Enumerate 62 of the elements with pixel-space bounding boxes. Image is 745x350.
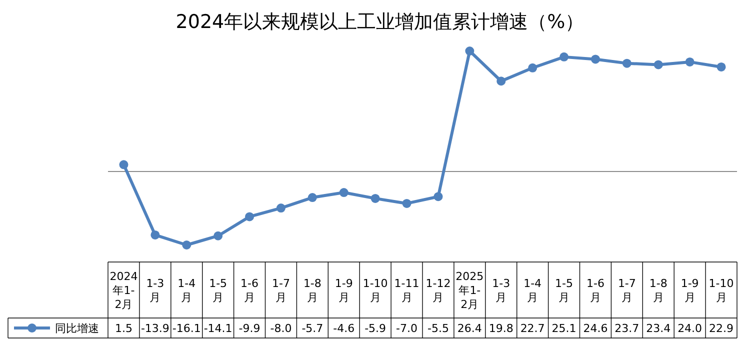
data-label: 23.4 [646,322,671,335]
point [339,188,348,198]
data-label: -4.6 [333,322,355,335]
data-label: 22.7 [520,322,545,335]
data-label: -5.7 [302,322,324,335]
point [370,194,380,203]
data-label: -13.9 [140,322,170,335]
x-tick-label: 1-3月 [146,277,164,304]
data-label: -5.5 [427,322,449,335]
data-label: -14.1 [204,322,232,335]
data-label: 19.8 [488,322,514,335]
point [434,192,443,202]
data-label: -8.0 [270,322,292,335]
point [496,76,506,86]
x-tick-label: 1-10月 [362,277,388,304]
data-label: 24.6 [583,322,608,335]
x-tick-label: 1-8月 [649,277,668,304]
data-label: 1.5 [114,322,132,335]
point [654,60,663,70]
x-tick-label: 1-4月 [178,277,196,304]
chart-title: 2024年以来规模以上工业增加值累计增速（%） [176,11,584,33]
x-tick-label: 2024年1-2月 [110,270,138,311]
data-label: 26.4 [457,322,482,335]
data-label: -7.0 [396,322,418,335]
point [560,52,569,62]
data-label: 24.0 [678,322,702,335]
x-tick-label: 1-6月 [240,277,259,304]
point [119,160,128,170]
x-tick-label: 2025年1-2月 [456,270,484,311]
point [528,63,538,72]
x-tick-label: 1-3月 [492,277,510,304]
x-tick-label: 1-7月 [618,277,636,304]
x-tick-label: 1-7月 [272,277,290,304]
x-tick-label: 1-8月 [303,277,322,304]
point [276,204,286,213]
x-tick-label: 1-11月 [394,277,420,304]
point [685,57,694,66]
data-label: -16.1 [172,322,201,335]
x-tick-label: 1-5月 [209,277,228,304]
data-label: -5.9 [364,322,386,335]
point [622,58,632,68]
point [465,46,474,56]
x-tick-label: 1-9月 [334,277,353,304]
x-tick-label: 1-9月 [680,277,699,304]
point [245,212,254,222]
data-label: 25.1 [552,322,576,335]
x-tick-label: 1-5月 [555,277,574,304]
point [590,54,600,64]
point [214,231,223,240]
point [182,240,192,250]
point [716,62,726,72]
x-tick-label: 1-12月 [426,277,451,304]
point [308,193,317,202]
data-label: 23.7 [614,322,640,335]
data-label: 22.9 [709,322,734,335]
data-label: -9.9 [238,322,260,335]
x-tick-label: 1-10月 [708,277,734,304]
legend-label: 同比增速 [55,322,99,335]
x-tick-label: 1-4月 [524,277,542,304]
x-tick-label: 1-6月 [586,277,604,304]
point [402,198,412,208]
point [150,230,160,240]
